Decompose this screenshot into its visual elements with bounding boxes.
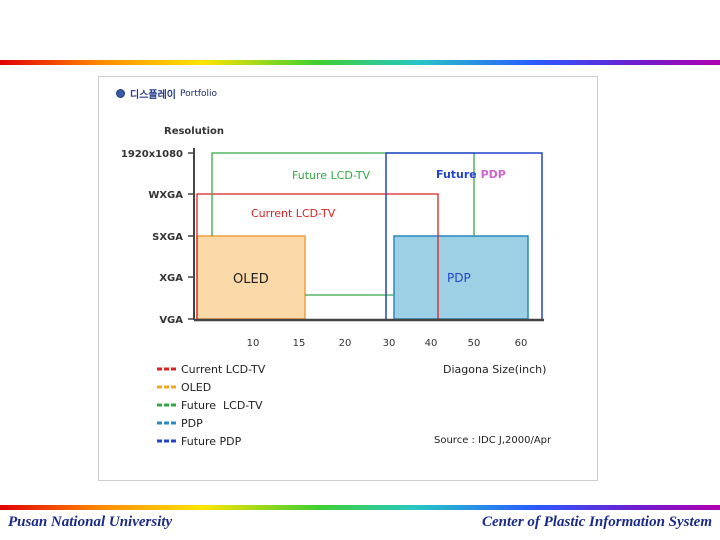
x-tick-label-50: 50 xyxy=(468,338,481,349)
future-pdp-label-word: Future xyxy=(436,168,481,181)
x-tick-label-60: 60 xyxy=(515,338,528,349)
current-lcd-tv-label: Current LCD-TV xyxy=(251,207,336,220)
x-tick-label-20: 20 xyxy=(339,338,352,349)
footer-university: Pusan National University xyxy=(8,514,173,530)
x-tick-label-10: 10 xyxy=(247,338,260,349)
y-label-vga: VGA xyxy=(159,315,183,326)
panel-title: 디스플레이 Portfolio xyxy=(116,86,217,101)
oled-label: OLED xyxy=(233,272,269,287)
current-lcd-tv-outline xyxy=(196,193,439,320)
y-label-xga: XGA xyxy=(159,273,183,284)
source-note: Source : IDC J,2000/Apr xyxy=(434,435,552,446)
y-label-1920x1080: 1920x1080 xyxy=(121,149,183,160)
future-lcd-tv-outline xyxy=(211,152,475,236)
oled-region xyxy=(196,235,306,320)
x-tick-label-30: 30 xyxy=(383,338,396,349)
footer-center-name: Center of Plastic Information System xyxy=(481,514,712,530)
legend-label-future-pdp: Future PDP xyxy=(181,435,242,448)
y-label-sxga: SXGA xyxy=(152,232,183,243)
bullet-icon xyxy=(116,89,125,98)
legend-label-oled: OLED xyxy=(181,381,211,394)
legend-label-current-lcd: Current LCD-TV xyxy=(181,363,266,376)
pdp-label: PDP xyxy=(447,271,471,285)
panel-title-kr: 디스플레이 xyxy=(130,90,176,101)
pdp-region xyxy=(393,235,529,320)
future-pdp-label-pdp: PDP xyxy=(481,168,506,181)
legend-label-future-lcd: Future LCD-TV xyxy=(181,399,263,412)
y-label-wxga: WXGA xyxy=(148,190,183,201)
y-axis-title: Resolution xyxy=(164,126,224,137)
panel-title-en: Portfolio xyxy=(180,88,218,99)
future-pdp-label: Future PDP xyxy=(436,168,506,181)
x-axis-title: Diagona Size(inch) xyxy=(443,363,546,376)
legend-label-pdp: PDP xyxy=(181,417,203,430)
future-pdp-outline xyxy=(385,152,543,320)
bottom-rainbow-bar xyxy=(0,505,720,510)
x-tick-label-40: 40 xyxy=(425,338,438,349)
x-tick-label-15: 15 xyxy=(293,338,306,349)
top-rainbow-bar xyxy=(0,60,720,65)
future-lcd-tv-label: Future LCD-TV xyxy=(292,169,370,182)
